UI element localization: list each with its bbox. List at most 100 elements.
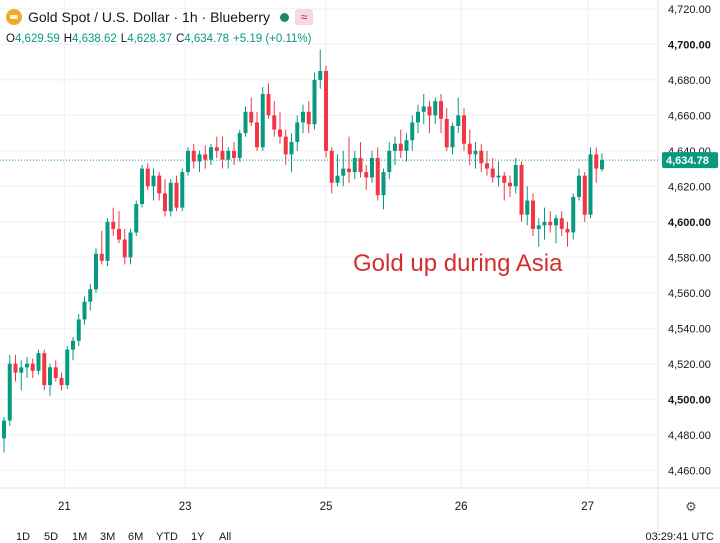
candle: [542, 207, 547, 240]
candle: [577, 168, 581, 201]
candle-body: [209, 147, 213, 160]
candle: [450, 122, 455, 155]
candle: [427, 101, 432, 134]
candle: [111, 207, 116, 237]
candle: [588, 147, 593, 219]
candle-body: [381, 172, 386, 196]
candle-body: [502, 175, 507, 183]
range-button-ytd[interactable]: YTD: [156, 531, 178, 543]
candle-body: [519, 165, 524, 215]
range-button-1y[interactable]: 1Y: [191, 531, 205, 543]
candle-body: [99, 253, 104, 261]
price-tick-label: 4,660.00: [668, 110, 711, 122]
candle-body: [312, 79, 317, 125]
candle-body: [404, 140, 409, 151]
candle-body: [594, 154, 599, 169]
price-tick-label: 4,580.00: [668, 252, 711, 264]
candle: [398, 129, 403, 158]
candle-body: [48, 367, 52, 386]
candle: [82, 296, 87, 325]
price-tick-label: 4,480.00: [668, 430, 711, 442]
last-price-badge: 4,634.78: [662, 152, 718, 169]
date-tick-label: 27: [581, 501, 594, 513]
range-button-3m[interactable]: 3M: [100, 531, 116, 543]
settings-gear-icon[interactable]: ⚙: [685, 499, 697, 514]
candle: [456, 97, 461, 134]
range-button-1m[interactable]: 1M: [72, 531, 88, 543]
candle-body: [358, 157, 363, 173]
candle: [289, 133, 294, 173]
candle: [513, 157, 518, 194]
candle-body: [13, 363, 18, 373]
candles: Gold up during Asia: [2, 49, 604, 453]
candle-body: [352, 157, 357, 173]
candle: [358, 141, 363, 178]
candle: [237, 129, 242, 162]
candle: [324, 65, 328, 158]
candle-body: [370, 157, 374, 178]
candle: [186, 147, 190, 176]
candle: [255, 111, 259, 151]
candle-body: [117, 228, 121, 240]
candle-body: [559, 218, 564, 229]
candle-body: [548, 221, 553, 226]
candle: [295, 115, 300, 151]
price-tick-label: 4,540.00: [668, 323, 711, 335]
candle-body: [140, 168, 144, 205]
candle-body: [174, 182, 179, 208]
candle: [191, 143, 196, 169]
price-axis: 4,460.00 4,480.00 4,500.00 4,520.00 4,540.00…: [662, 4, 718, 477]
candle: [203, 145, 208, 169]
price-tick-label: 4,460.00: [668, 465, 711, 477]
candle: [266, 83, 271, 119]
candle: [25, 356, 29, 378]
candle-body: [180, 172, 185, 208]
candle-body: [301, 111, 305, 123]
candle: [30, 358, 35, 378]
candle-body: [94, 253, 98, 290]
candle: [536, 218, 541, 247]
candle: [209, 143, 213, 166]
candle-body: [421, 106, 426, 112]
ohlc-h-label: H: [63, 33, 73, 45]
range-button-all[interactable]: All: [219, 531, 232, 543]
candle: [180, 168, 185, 212]
candle: [88, 283, 93, 311]
ohlc-o-label: O: [6, 33, 15, 45]
candle-body: [479, 150, 484, 164]
candle-body: [318, 70, 323, 80]
candle-body: [542, 221, 547, 226]
candle-body: [272, 115, 277, 130]
candle-body: [588, 154, 593, 215]
indicator-wave-icon[interactable]: ≈: [295, 9, 313, 25]
candle-body: [450, 125, 455, 148]
candle-body: [536, 225, 541, 229]
candle-body: [65, 349, 70, 386]
market-status-icon: [280, 12, 289, 22]
candle: [473, 141, 478, 169]
price-tick-label: 4,700.00: [668, 39, 711, 51]
candle: [393, 136, 397, 166]
candle: [565, 221, 570, 247]
candle: [462, 108, 466, 151]
range-button-5d[interactable]: 5D: [44, 531, 59, 543]
candle-body: [25, 363, 29, 368]
candle-body: [283, 136, 288, 155]
candle-body: [565, 228, 570, 233]
ohlc-low: 4,628.37: [127, 33, 172, 45]
date-tick-label: 26: [455, 501, 468, 513]
candle-body: [473, 150, 478, 155]
range-button-6m[interactable]: 6M: [128, 531, 144, 543]
candle-body: [59, 377, 64, 386]
candle: [352, 150, 357, 180]
range-button-1d[interactable]: 1D: [16, 531, 31, 543]
candle-body: [278, 129, 282, 137]
candle-body: [71, 340, 75, 350]
symbol-title[interactable]: Gold Spot / U.S. Dollar · 1h · Blueberry: [28, 9, 270, 25]
candle: [571, 193, 576, 240]
price-tick-label: 4,500.00: [668, 394, 711, 406]
candle-body: [444, 118, 449, 148]
bottom-toolbar: 03:29:41 UTC 1D 5D 1M 3M 6M YTD 1Y All: [0, 527, 720, 543]
date-tick-label: 23: [179, 501, 192, 513]
